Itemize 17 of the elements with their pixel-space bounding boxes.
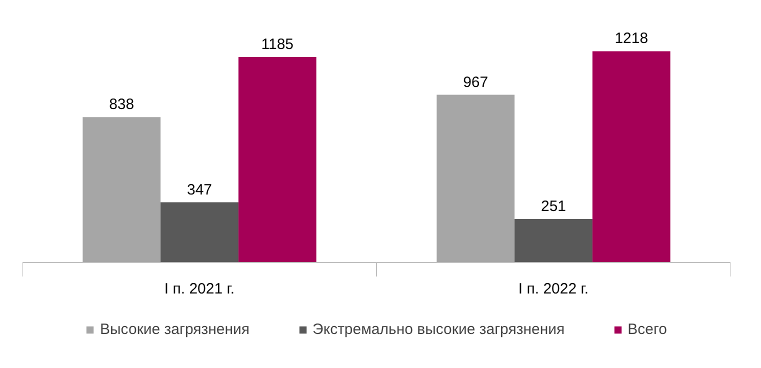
data-label: 1218	[614, 30, 648, 48]
x-tick-label: I п. 2022 г.	[518, 280, 589, 298]
bar	[592, 51, 670, 262]
legend-label: Всего	[628, 321, 667, 338]
legend-label: Высокие загрязнения	[100, 321, 250, 338]
data-label: 1185	[261, 36, 294, 53]
x-tick-label: I п. 2021 г.	[164, 280, 235, 298]
data-label: 967	[463, 74, 488, 91]
bar	[82, 117, 161, 262]
bar	[436, 94, 515, 262]
bar	[160, 202, 238, 262]
legend-label: Экстремально высокие загрязнения	[312, 321, 565, 338]
data-label: 838	[109, 96, 134, 114]
data-label: 347	[186, 181, 212, 198]
bar	[514, 218, 592, 262]
data-label: 251	[540, 198, 566, 215]
bar	[238, 56, 316, 262]
